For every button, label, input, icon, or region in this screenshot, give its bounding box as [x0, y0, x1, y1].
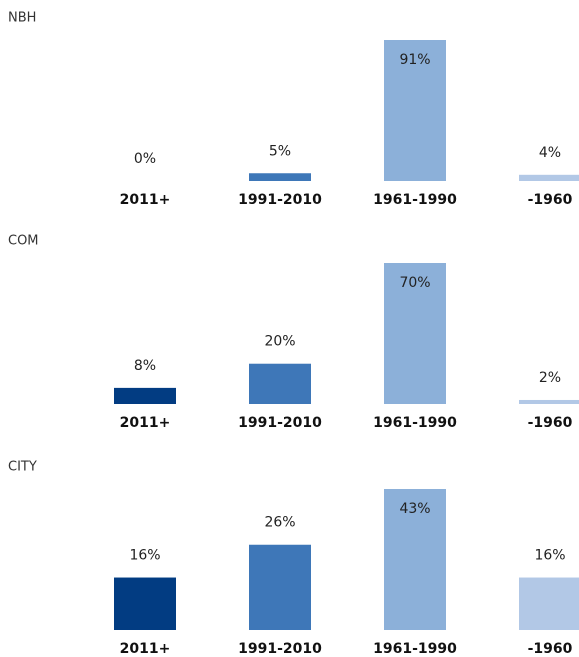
bar	[519, 174, 579, 181]
value-label: 16%	[534, 548, 565, 564]
value-label: 26%	[264, 515, 295, 531]
bar	[249, 363, 311, 404]
bar	[249, 173, 311, 181]
value-label: 16%	[129, 548, 160, 564]
category-label: 1991-2010	[238, 415, 322, 431]
value-label: 5%	[269, 143, 291, 159]
value-label: 0%	[134, 151, 156, 167]
panel-title: NBH	[8, 11, 36, 26]
category-label: 2011+	[120, 415, 171, 431]
category-label: -1960	[528, 415, 573, 431]
category-label: 2011+	[120, 641, 171, 657]
bar	[384, 40, 446, 181]
value-label: 2%	[539, 370, 561, 386]
bar	[519, 577, 579, 630]
value-label: 70%	[399, 275, 430, 291]
bar	[249, 544, 311, 630]
panel-title: COM	[8, 234, 39, 249]
category-label: 1961-1990	[373, 192, 457, 208]
panel-title: CITY	[8, 460, 37, 475]
category-label: 1961-1990	[373, 641, 457, 657]
bar	[114, 577, 176, 630]
value-label: 8%	[134, 358, 156, 374]
value-label: 91%	[399, 52, 430, 68]
value-label: 43%	[399, 501, 430, 517]
bar	[519, 399, 579, 404]
category-label: -1960	[528, 192, 573, 208]
category-label: 1991-2010	[238, 192, 322, 208]
bar	[384, 489, 446, 630]
bar	[114, 387, 176, 404]
category-label: -1960	[528, 641, 573, 657]
category-label: 1991-2010	[238, 641, 322, 657]
bar	[384, 263, 446, 404]
category-label: 1961-1990	[373, 415, 457, 431]
value-label: 4%	[539, 145, 561, 161]
category-label: 2011+	[120, 192, 171, 208]
value-label: 20%	[264, 334, 295, 350]
